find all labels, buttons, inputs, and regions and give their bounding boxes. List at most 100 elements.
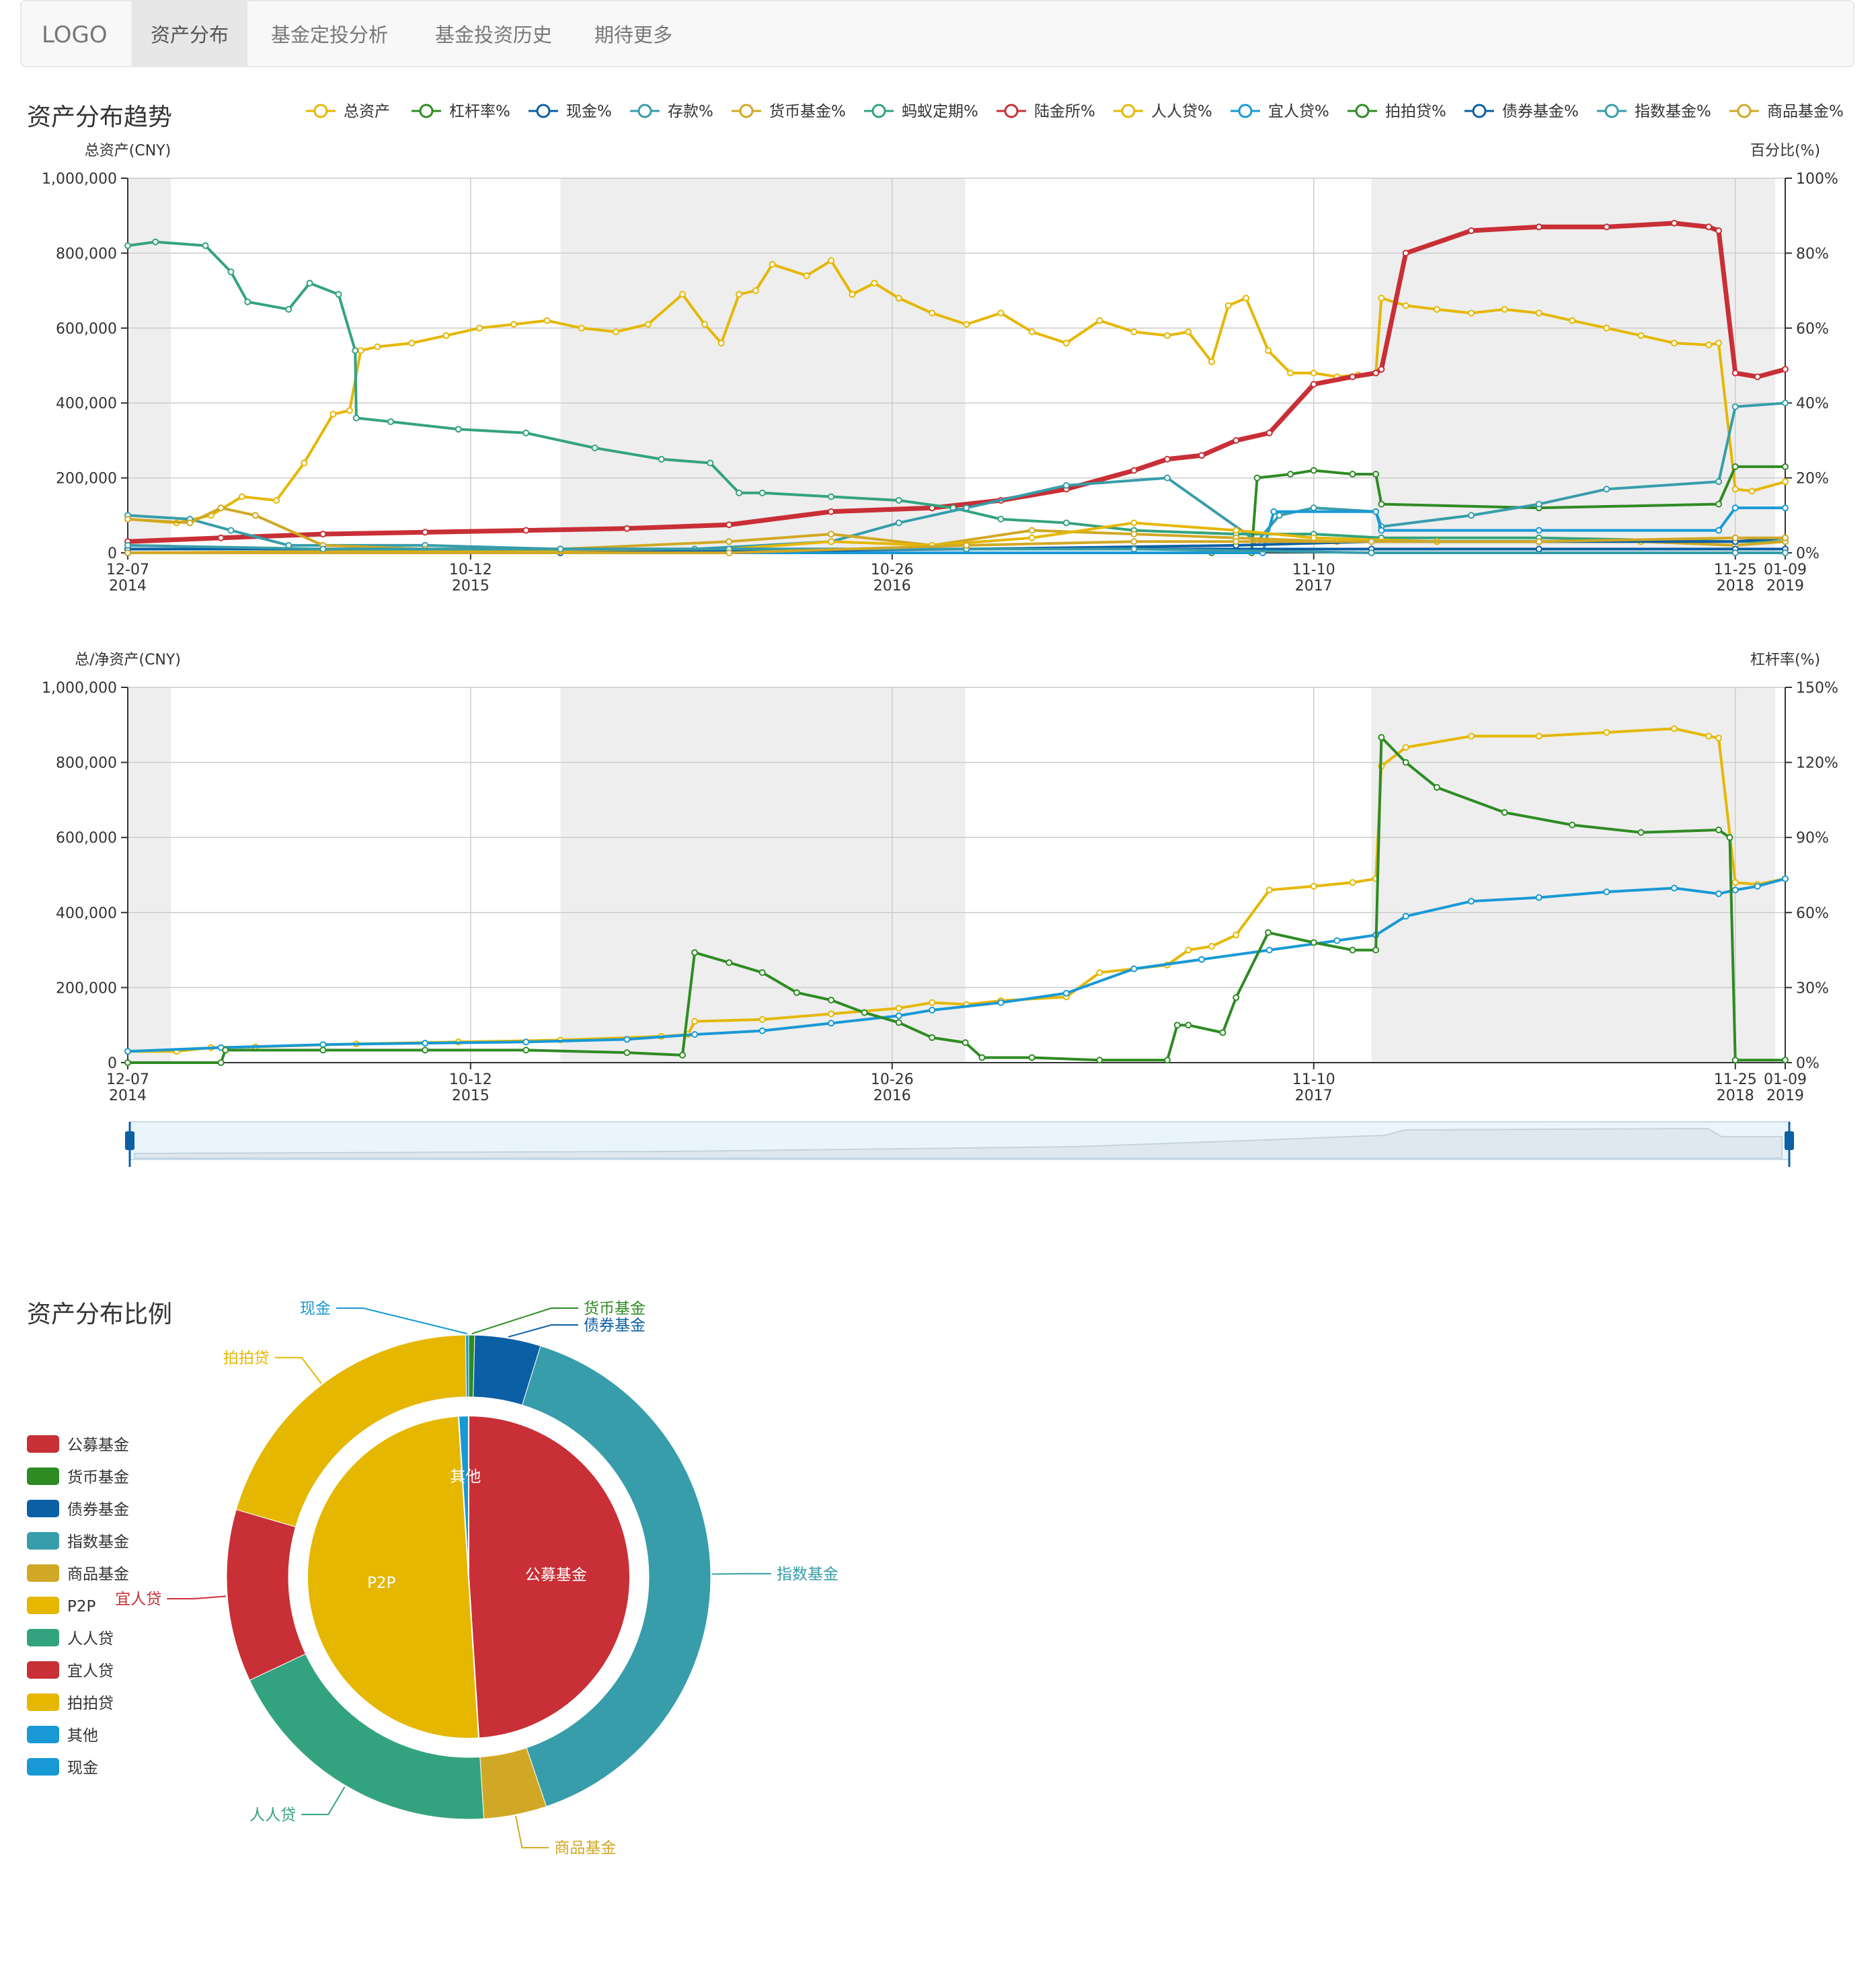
data-point	[1130, 965, 1138, 973]
data-point	[1198, 956, 1206, 963]
data-point	[828, 1010, 835, 1018]
data-point	[1096, 317, 1103, 324]
data-point	[691, 1018, 699, 1025]
data-point	[1731, 463, 1739, 470]
data-point	[1378, 527, 1385, 534]
year-band	[128, 687, 171, 1063]
data-point	[644, 321, 652, 328]
range-handle-left[interactable]	[125, 1131, 134, 1150]
x-tick-year-label: 2014	[109, 578, 147, 595]
navbar: LOGO 资产分布 基金定投分析 基金投资历史 期待更多	[20, 0, 1854, 67]
legend-label: 现金	[67, 1759, 98, 1777]
y-tick-label: 1,000,000	[42, 680, 117, 697]
data-point	[442, 332, 450, 339]
data-point	[1501, 305, 1508, 313]
legend-label: 宜人贷	[67, 1663, 114, 1680]
tab-fund-sip-analysis[interactable]: 基金定投分析	[270, 24, 388, 46]
data-point	[1185, 328, 1192, 336]
ring-slice	[521, 1345, 711, 1807]
data-point	[1349, 946, 1356, 954]
data-point	[1130, 467, 1138, 474]
tab-asset-distribution[interactable]: 资产分布	[132, 1, 247, 67]
data-point	[124, 549, 131, 556]
data-point	[828, 1020, 835, 1027]
data-point	[522, 1038, 530, 1046]
data-point	[1265, 886, 1273, 894]
data-point	[1163, 332, 1171, 339]
range-handle-right[interactable]	[1785, 1131, 1794, 1150]
data-point	[1731, 549, 1739, 556]
data-point	[1130, 531, 1138, 538]
data-point	[591, 445, 598, 452]
ring-leader-line	[515, 1815, 549, 1849]
pie-slice	[468, 1414, 631, 1739]
data-point	[1243, 295, 1250, 302]
tab-fund-history[interactable]: 基金投资历史	[434, 24, 552, 46]
legend-swatch	[27, 1758, 59, 1776]
data-point	[726, 959, 733, 966]
data-point	[202, 242, 209, 250]
legend-label: 债券基金	[67, 1501, 129, 1519]
data-point	[828, 997, 835, 1003]
legend-label: 存款%	[668, 103, 713, 120]
data-point	[352, 414, 360, 422]
data-point	[828, 257, 835, 264]
legend-swatch	[27, 1564, 59, 1582]
y-tick-label: 0	[108, 1055, 117, 1072]
x-tick-label: 10-26	[871, 1071, 914, 1088]
legend-marker	[1121, 104, 1136, 118]
data-point	[1270, 508, 1278, 515]
data-point	[726, 521, 733, 529]
data-point	[1163, 455, 1171, 463]
data-point	[895, 519, 902, 527]
data-point	[1671, 725, 1678, 732]
data-point	[1535, 309, 1542, 317]
ring-leader-line	[508, 1324, 578, 1338]
data-point	[1535, 538, 1542, 545]
data-point	[1265, 429, 1273, 436]
data-point	[1535, 732, 1542, 740]
legend-marker	[1737, 104, 1752, 118]
legend-marker	[637, 104, 652, 118]
data-point	[1468, 512, 1475, 519]
pie-slice-label: 公募基金	[525, 1566, 587, 1584]
data-point	[1310, 369, 1317, 377]
data-point	[217, 504, 225, 512]
year-band	[1371, 687, 1776, 1063]
ring-slice-label: 指数基金	[777, 1566, 838, 1583]
data-point	[1265, 946, 1273, 954]
data-point	[929, 1034, 936, 1041]
tab-more[interactable]: 期待更多	[594, 24, 672, 46]
data-point	[1402, 913, 1409, 920]
asset-trend-chart: 0 200,000 400,000 600,000 800,000 1,000,000 0%…	[42, 103, 1844, 595]
legend-swatch	[27, 1532, 59, 1550]
data-point	[522, 429, 530, 436]
year-band	[560, 687, 966, 1063]
pie-slice-label: 其他	[450, 1468, 481, 1486]
y-tick-label: 600,000	[56, 321, 117, 338]
y2-tick-label: 80%	[1796, 245, 1829, 262]
data-point	[1569, 821, 1576, 829]
data-point	[758, 969, 766, 977]
data-point	[1028, 328, 1035, 336]
data-point	[408, 340, 416, 347]
data-point	[124, 541, 131, 549]
data-point	[273, 497, 280, 504]
data-point	[758, 1016, 766, 1023]
legend-label: 拍拍贷	[67, 1695, 114, 1712]
y2-tick-label: 150%	[1796, 680, 1838, 697]
data-point	[1468, 732, 1475, 740]
data-point	[1637, 829, 1645, 836]
data-point	[124, 1048, 131, 1055]
data-point	[895, 497, 902, 504]
data-point	[623, 1049, 631, 1057]
data-point	[929, 1006, 936, 1014]
y-axis-label: 总资产(CNY)	[85, 143, 171, 159]
logo[interactable]: LOGO	[42, 22, 108, 48]
data-point	[1501, 809, 1508, 816]
ring-leader-line	[301, 1786, 346, 1815]
data-point	[217, 1059, 225, 1066]
data-point	[238, 493, 245, 500]
data-point	[319, 531, 327, 538]
legend-marker	[1238, 104, 1253, 118]
